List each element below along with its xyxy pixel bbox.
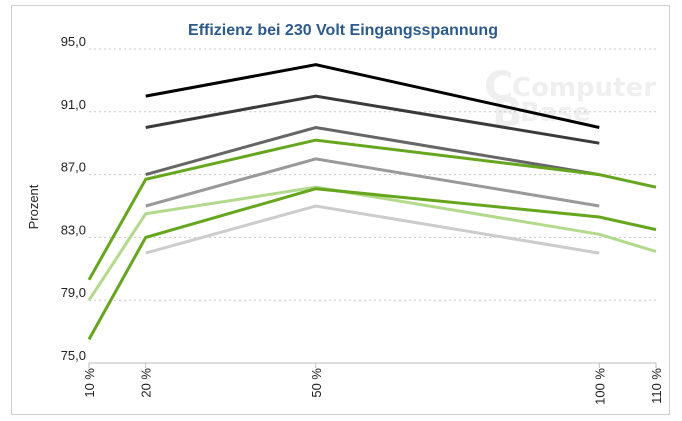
watermark-computer: Computer — [512, 73, 656, 103]
x-tick-label: 50 % — [309, 368, 324, 398]
y-tick-label: 87,0 — [61, 160, 86, 175]
series-line-3 — [145, 125, 600, 177]
x-tick-label: 100 % — [592, 368, 607, 405]
y-tick-label: 79,0 — [61, 285, 86, 300]
x-axis: 10 % 20 % 50 % 100 % 110 % — [82, 363, 664, 405]
series-line-1 — [145, 63, 600, 129]
series-line-5 — [145, 157, 600, 208]
computerbase-watermark: C Computer B Base — [484, 64, 656, 136]
y-tick-label: 91,0 — [61, 97, 86, 112]
series-line-8 — [145, 204, 600, 255]
series-line-4 — [87, 138, 657, 281]
x-tick-label: 10 % — [82, 368, 97, 398]
y-tick-label: 75,0 — [61, 348, 86, 363]
y-tick-label: 83,0 — [61, 222, 86, 237]
y-axis-label: Prozent — [26, 184, 41, 229]
y-axis: 75,0 79,0 83,0 87,0 91,0 95,0 — [61, 34, 86, 363]
x-tick-label: 20 % — [139, 368, 154, 398]
series-line-2 — [145, 94, 600, 145]
grid — [89, 48, 656, 364]
chart-title: Effizienz bei 230 Volt Eingangsspannung — [188, 22, 498, 39]
series-line-7 — [87, 187, 657, 341]
y-tick-label: 95,0 — [61, 34, 86, 49]
x-tick-label: 110 % — [649, 368, 664, 404]
series-group — [87, 63, 657, 341]
